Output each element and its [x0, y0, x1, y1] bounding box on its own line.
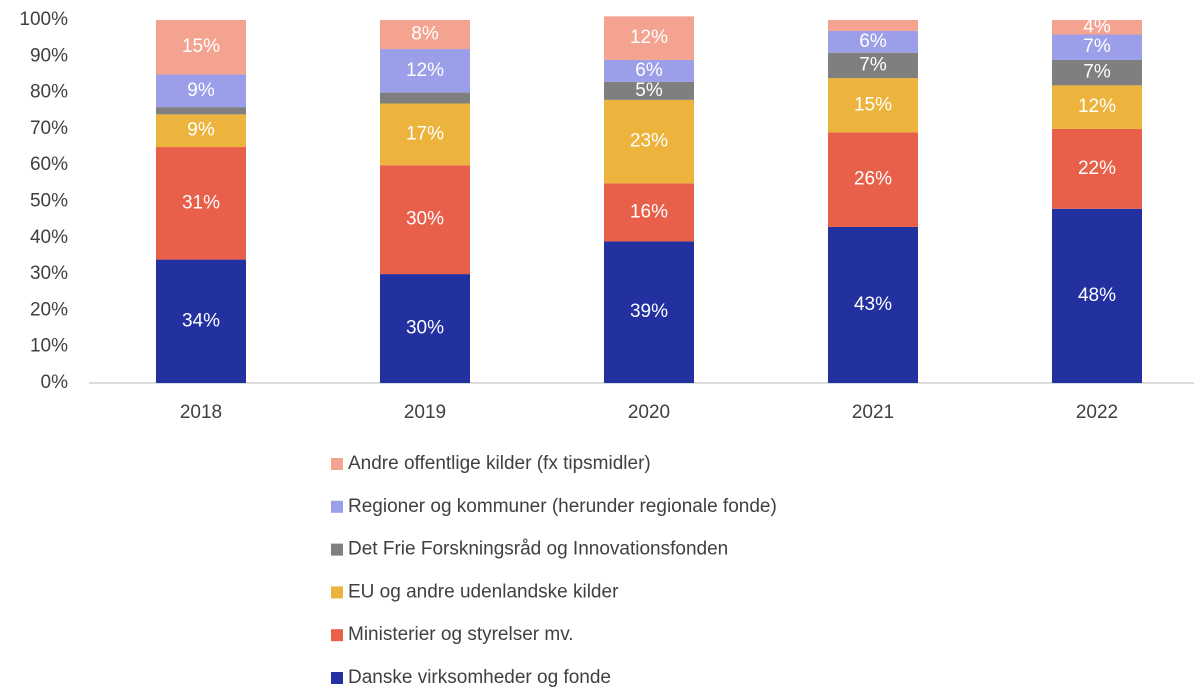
bar-segment: [828, 78, 918, 133]
data-label: 17%: [406, 123, 444, 144]
bar-segment: [380, 103, 470, 166]
data-label: 30%: [406, 209, 444, 230]
legend-swatch: [331, 672, 343, 684]
legend-label: Andre offentlige kilder (fx tipsmidler): [348, 453, 651, 474]
legend-swatch: [331, 586, 343, 599]
x-tick-label: 2021: [852, 402, 894, 423]
data-label: 23%: [630, 131, 668, 152]
bar-segment: [828, 52, 918, 79]
data-label: 6%: [859, 31, 887, 52]
bar-segment: [156, 107, 246, 115]
data-label: 9%: [187, 120, 215, 141]
bar-segment: [604, 16, 694, 60]
data-label: 12%: [406, 60, 444, 81]
bar-segment: [828, 30, 918, 53]
data-label: 6%: [635, 60, 663, 81]
legend-swatch: [331, 543, 343, 556]
bar-segment: [156, 20, 246, 75]
y-tick-label: 10%: [30, 336, 68, 357]
bar-segment: [380, 165, 470, 275]
data-label: 43%: [854, 294, 892, 315]
data-label: 9%: [187, 80, 215, 101]
bar-segment: [380, 274, 470, 383]
data-label: 39%: [630, 301, 668, 322]
data-label: 5%: [635, 80, 663, 101]
data-label: 12%: [630, 27, 668, 48]
bar-segment: [828, 226, 918, 383]
bar-segment: [1052, 208, 1142, 383]
data-label: 7%: [1083, 62, 1111, 83]
data-label: 15%: [182, 36, 220, 57]
bar-segment: [1052, 85, 1142, 129]
bar-segment: [604, 59, 694, 82]
bar-segment: [1052, 128, 1142, 209]
legend-swatch: [331, 629, 343, 642]
legend-label: Ministerier og styrelser mv.: [348, 624, 574, 645]
bar-segment: [156, 74, 246, 108]
legend-label: Det Frie Forskningsråd og Innovationsfon…: [348, 539, 728, 560]
y-tick-label: 70%: [30, 118, 68, 139]
bar-segment: [380, 92, 470, 104]
data-label: 12%: [1078, 96, 1116, 117]
legend-label: Danske virksomheder og fonde: [348, 667, 611, 688]
bar-segment: [828, 20, 918, 31]
x-tick-label: 2020: [628, 402, 670, 423]
y-tick-label: 0%: [41, 372, 69, 393]
bar-segment: [604, 81, 694, 100]
data-label: 48%: [1078, 285, 1116, 306]
data-label: 26%: [854, 169, 892, 190]
y-tick-label: 20%: [30, 299, 68, 320]
bar-segment: [1052, 20, 1142, 35]
bar-segment: [828, 132, 918, 227]
legend-label: Regioner og kommuner (herunder regionale…: [348, 496, 777, 517]
bar-segment: [380, 49, 470, 93]
bar-segment: [604, 183, 694, 242]
y-tick-label: 40%: [30, 227, 68, 248]
data-label: 16%: [630, 201, 668, 222]
bar-segment: [156, 114, 246, 148]
data-label: 8%: [411, 24, 439, 45]
bar-segment: [604, 241, 694, 383]
x-tick-label: 2022: [1076, 402, 1118, 423]
data-label: 7%: [859, 54, 887, 75]
bar-segment: [1052, 59, 1142, 86]
bar-segment: [156, 147, 246, 260]
y-tick-label: 80%: [30, 82, 68, 103]
data-label: 7%: [1083, 36, 1111, 57]
bar-segment: [604, 99, 694, 184]
x-tick-label: 2018: [180, 402, 222, 423]
legend-swatch: [331, 500, 343, 513]
data-label: 4%: [1083, 16, 1111, 37]
legend-label: EU og andre udenlandske kilder: [348, 581, 619, 602]
bar-segment: [156, 259, 246, 383]
legend-swatch: [331, 458, 343, 470]
data-label: 34%: [182, 310, 220, 331]
bar-segment: [1052, 34, 1142, 60]
y-tick-label: 60%: [30, 154, 68, 175]
data-label: 31%: [182, 192, 220, 213]
data-label: 30%: [406, 318, 444, 339]
y-tick-label: 30%: [30, 263, 68, 284]
x-tick-label: 2019: [404, 402, 446, 423]
data-label: 15%: [854, 94, 892, 115]
bar-segment: [380, 20, 470, 50]
y-tick-label: 100%: [19, 9, 68, 30]
data-label: 22%: [1078, 158, 1116, 179]
y-tick-label: 50%: [30, 191, 68, 212]
y-tick-label: 90%: [30, 45, 68, 66]
